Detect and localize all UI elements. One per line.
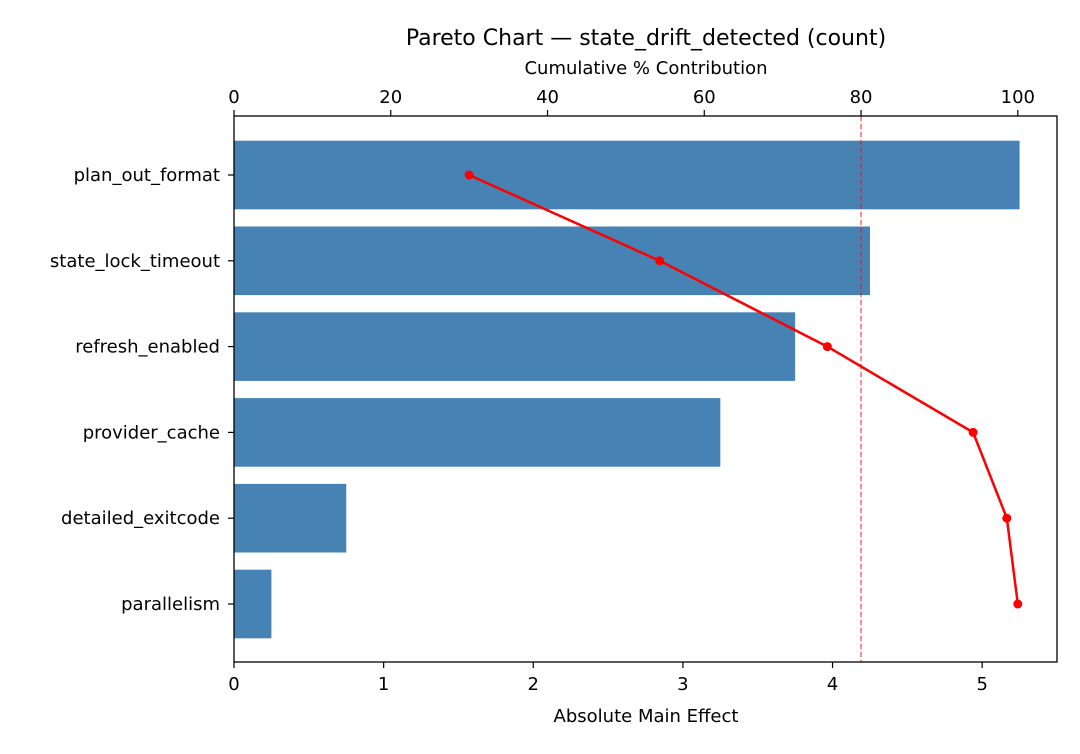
cumulative-line (468, 173, 1020, 605)
bar-state_lock_timeout (234, 226, 870, 296)
bar-refresh_enabled (234, 312, 796, 381)
x2-tick-label: 0 (228, 87, 239, 108)
bar-plan_out_format (234, 140, 1020, 210)
y-tick-label-detailed_exitcode: detailed_exitcode (61, 508, 220, 529)
chart-title: Pareto Chart — state_drift_detected (cou… (406, 26, 886, 51)
y-tick-label-parallelism: parallelism (121, 594, 220, 615)
bar-detailed_exitcode (234, 483, 347, 553)
cumulative-point-plan_out_format (464, 170, 474, 180)
cumulative-point-detailed_exitcode (1002, 513, 1012, 523)
bottom-axis-label: Absolute Main Effect (554, 706, 739, 727)
x-tick-label: 4 (827, 674, 838, 695)
bar-parallelism (234, 569, 272, 639)
plot-frame (233, 115, 1058, 663)
x2-tick-label: 20 (379, 87, 402, 108)
x2-tick-label: 80 (850, 87, 873, 108)
x-tick-label: 0 (228, 674, 239, 695)
x2-tick-label: 40 (536, 87, 559, 108)
cumulative-point-state_lock_timeout (655, 256, 665, 266)
top-axis-label: Cumulative % Contribution (524, 58, 767, 79)
y-tick-label-provider_cache: provider_cache (83, 422, 220, 443)
x-tick-label: 3 (677, 674, 688, 695)
y-tick-label-state_lock_timeout: state_lock_timeout (50, 251, 220, 272)
x-tick-label: 1 (378, 674, 389, 695)
x2-tick-label: 100 (1001, 87, 1035, 108)
y-tick-label-refresh_enabled: refresh_enabled (75, 337, 220, 358)
x-tick-label: 5 (976, 674, 987, 695)
cumulative-point-parallelism (1013, 599, 1023, 609)
cumulative-point-provider_cache (968, 427, 978, 437)
y-tick-label-plan_out_format: plan_out_format (74, 165, 220, 186)
x-tick-label: 2 (528, 674, 539, 695)
bar-provider_cache (234, 398, 721, 467)
x2-tick-label: 60 (693, 87, 716, 108)
cumulative-point-refresh_enabled (822, 342, 832, 352)
